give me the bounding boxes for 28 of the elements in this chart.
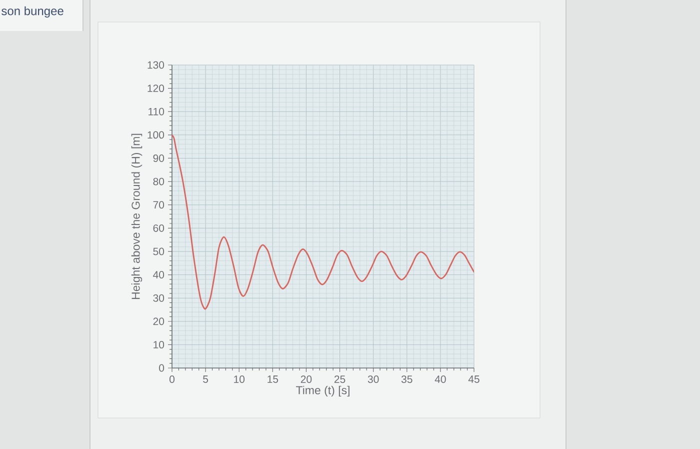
- x-tick-label: 30: [368, 376, 379, 383]
- x-tick-label: 15: [268, 376, 278, 383]
- y-tick-label: 20: [153, 318, 164, 326]
- y-tick-label: 80: [153, 178, 164, 186]
- x-axis-title: Time (t) [s]: [296, 386, 350, 397]
- x-tick-label: 10: [234, 376, 245, 383]
- x-tick-label: 40: [434, 376, 446, 383]
- y-tick-label: 110: [148, 108, 164, 116]
- y-tick-label: 100: [148, 131, 164, 139]
- text: son bungee: [2, 6, 64, 18]
- y-tick-label: 30: [153, 294, 164, 302]
- x-tick-label: 0: [169, 376, 175, 383]
- x-tick-label: 25: [334, 376, 346, 383]
- line-series: [172, 134, 474, 310]
- x-tick-label: 45: [468, 376, 480, 383]
- y-tick-label: 10: [154, 340, 164, 348]
- y-tick-label: 90: [153, 154, 164, 162]
- y-tick-label: 40: [153, 271, 164, 278]
- x-tick-label: 20: [300, 376, 312, 383]
- x-tick-label: 5: [203, 376, 208, 383]
- y-tick-label: 60: [153, 224, 164, 232]
- y-tick-label: 130: [148, 61, 164, 69]
- y-axis-title: Height above the Ground (H) [m]: [131, 134, 142, 299]
- y-tick-label: 70: [153, 201, 164, 209]
- y-tick-label: 0: [159, 364, 164, 372]
- x-tick-label: 35: [401, 376, 412, 383]
- y-tick-label: 120: [148, 84, 164, 92]
- y-tick-label: 50: [153, 248, 164, 256]
